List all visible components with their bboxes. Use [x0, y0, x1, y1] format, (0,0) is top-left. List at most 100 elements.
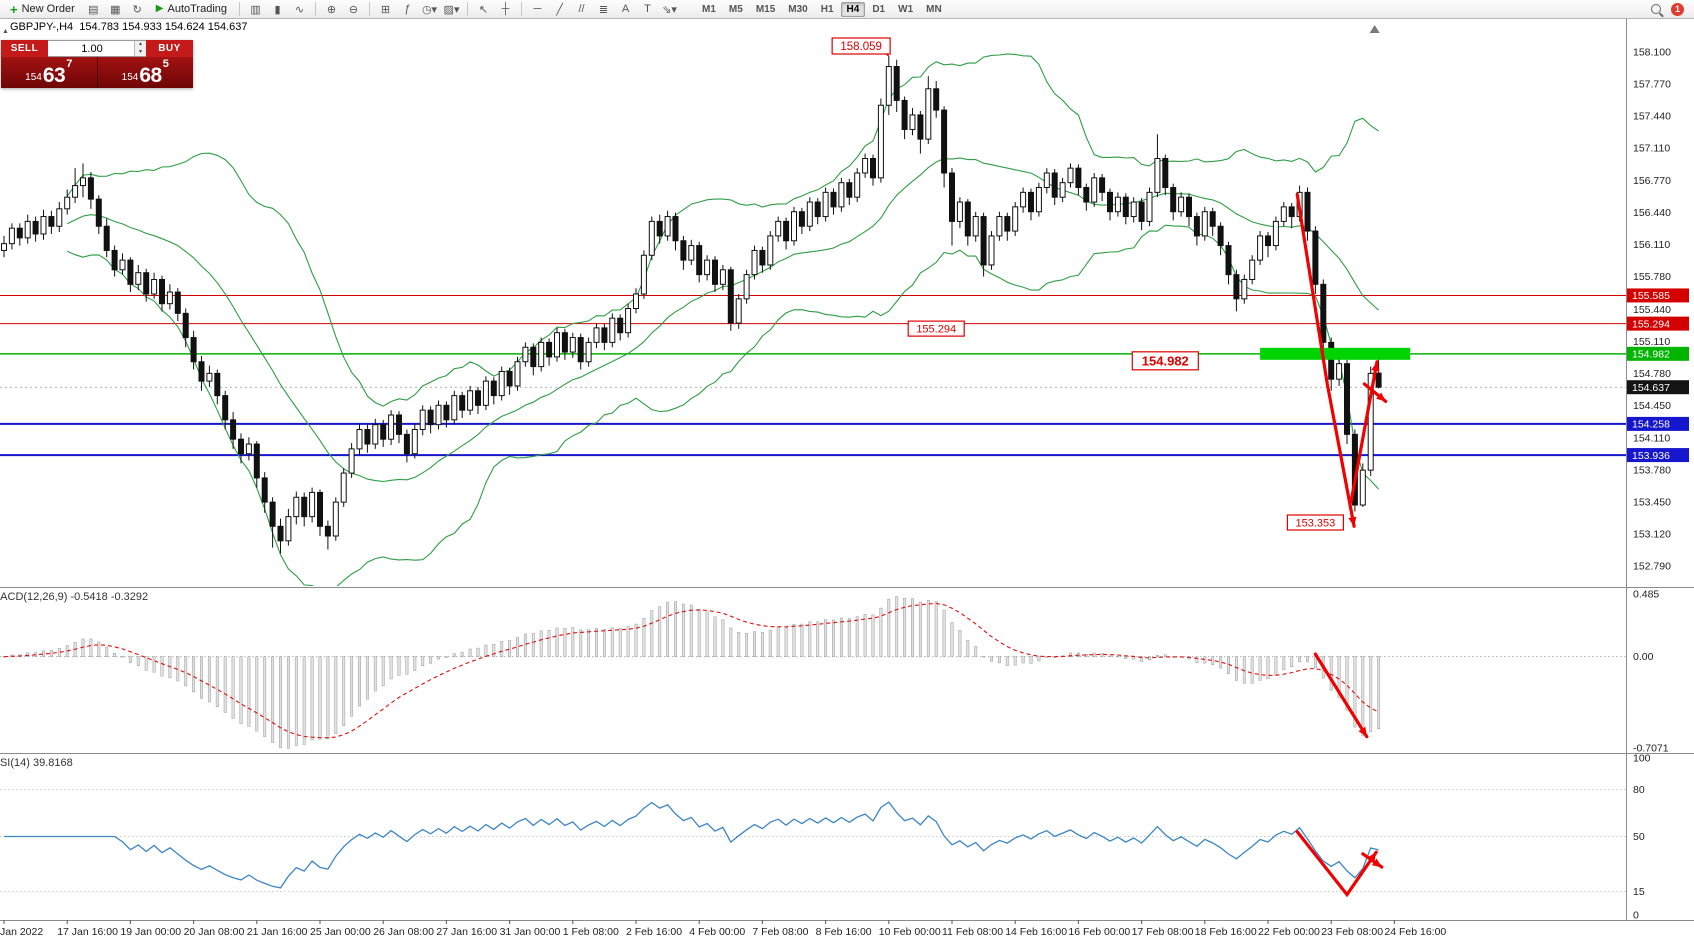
crosshair-icon[interactable]: ┼ — [501, 3, 510, 15]
trend-arrow[interactable] — [1313, 652, 1369, 739]
timeframe-w1[interactable]: W1 — [898, 3, 914, 15]
peak-leader-line — [885, 53, 890, 57]
macd-pane[interactable] — [0, 596, 1626, 749]
time-axis-label: 26 Jan 08:00 — [373, 926, 434, 938]
trend-arrow[interactable] — [1349, 360, 1379, 504]
one-click-collapse-icon[interactable]: ▲ — [2, 28, 9, 35]
new-order-button[interactable]: + New Order — [4, 1, 81, 18]
refresh-icon[interactable]: ↻ — [132, 3, 142, 16]
timeframe-h4[interactable]: H4 — [840, 1, 866, 17]
chart-shift-marker[interactable] — [1369, 25, 1380, 33]
annotation-label-text: 153.353 — [1296, 517, 1336, 529]
buy-price-sup: 5 — [162, 58, 169, 70]
price-scale-marker-text: 153.936 — [1632, 450, 1670, 462]
buy-button[interactable]: BUY — [146, 40, 193, 57]
time-scale[interactable]: Jan 2022 17 Jan 16:00 19 Jan 00:00 20 Jan 0… — [0, 920, 1446, 938]
trend-arrow[interactable] — [1295, 830, 1378, 898]
annotation-label-box[interactable] — [1286, 514, 1345, 531]
periods-icon[interactable]: ◷▾ — [421, 3, 438, 16]
macd-axis-label: -0.7071 — [1633, 743, 1669, 755]
time-axis-label: 22 Feb 00:00 — [1258, 926, 1320, 938]
time-axis-label: 10 Feb 00:00 — [879, 926, 941, 938]
sell-price[interactable]: 154 63 7 — [1, 57, 98, 88]
bar-chart-icon[interactable]: ▥ — [250, 3, 261, 16]
autotrading-label: AutoTrading — [167, 3, 228, 15]
line-chart-icon[interactable]: ∿ — [294, 3, 305, 16]
annotation-label-text: 154.982 — [1142, 353, 1189, 368]
buy-price[interactable]: 154 68 5 — [97, 57, 193, 88]
label-icon[interactable]: T — [644, 3, 651, 15]
volume-down-icon[interactable]: ▼ — [135, 48, 146, 56]
fibonacci-icon[interactable]: ≣ — [598, 3, 609, 16]
timeframe-m15[interactable]: M15 — [755, 3, 776, 15]
buy-price-main: 154 — [121, 72, 139, 83]
indicators-icon[interactable]: ƒ — [404, 3, 411, 15]
macd-axis-label: 0.00 — [1633, 651, 1654, 663]
annotation-label-text: 155.294 — [916, 324, 956, 336]
templates-icon[interactable]: ▨▾ — [443, 3, 460, 16]
rsi-axis-label: 80 — [1633, 784, 1645, 796]
trend-arrow-head — [1371, 361, 1380, 372]
price-axis-label: 155.780 — [1633, 271, 1671, 283]
annotation-label-box[interactable] — [831, 37, 891, 55]
channel-icon[interactable]: // — [578, 3, 585, 15]
time-axis-label: 19 Jan 00:00 — [120, 926, 181, 938]
price-scale-marker — [1627, 316, 1689, 331]
time-axis-label: 18 Feb 16:00 — [1195, 926, 1257, 938]
price-scale-marker — [1627, 448, 1689, 463]
search-icon[interactable] — [1651, 4, 1661, 14]
rsi-pane[interactable] — [0, 788, 1626, 898]
candlesticks[interactable] — [1, 55, 1382, 554]
zoom-out-icon[interactable]: ⊖ — [348, 3, 359, 16]
time-axis-label: 17 Feb 08:00 — [1132, 926, 1194, 938]
toolbar-separator — [369, 2, 371, 16]
main-price-pane[interactable]: 158.059 155.294 154.982 153.353 — [0, 37, 1626, 592]
autotrading-play-icon: ▶ — [155, 3, 164, 14]
charts-icon[interactable]: ▤ — [88, 3, 99, 16]
trendline-icon[interactable]: ╱ — [556, 3, 563, 16]
price-axis-label: 154.110 — [1633, 433, 1670, 445]
shapes-icon[interactable]: ⇘▾ — [662, 3, 677, 16]
time-axis-label: 2 Feb 16:00 — [626, 926, 682, 938]
bollinger-lower-band[interactable] — [66, 224, 1380, 592]
price-axis-label: 155.110 — [1633, 336, 1670, 348]
time-axis-label: 11 Feb 08:00 — [942, 926, 1003, 938]
annotation-label-box[interactable] — [907, 320, 965, 337]
toolbar-separator — [315, 2, 317, 16]
trend-arrow-head — [1371, 858, 1382, 868]
timeframe-m30[interactable]: M30 — [788, 3, 808, 15]
green-zone-rectangle[interactable] — [1260, 347, 1411, 360]
timeframe-m5[interactable]: M5 — [728, 3, 743, 15]
volume-input[interactable] — [48, 41, 146, 56]
timeframe-d1[interactable]: D1 — [872, 3, 886, 15]
price-scale-marker-text: 154.258 — [1632, 419, 1670, 431]
trend-arrow-head — [1348, 516, 1357, 527]
trend-arrow[interactable] — [1295, 192, 1356, 528]
timeframe-h1[interactable]: H1 — [820, 3, 834, 15]
cursor-icon[interactable]: ↖ — [478, 3, 489, 16]
toolbar: + New Order ▤ ▦ ↻ ▶ AutoTrading ▥ ▮ ∿ ⊕ ⊖ ⊞ ƒ ◷▾ ▨… — [0, 0, 1694, 19]
time-axis-label: 14 Feb 16:00 — [1005, 926, 1067, 938]
volume-up-icon[interactable]: ▲ — [135, 41, 146, 49]
price-axis-label: 154.780 — [1633, 368, 1671, 380]
notification-badge[interactable]: 1 — [1671, 2, 1684, 16]
new-order-icon: + — [10, 1, 18, 17]
autotrading-button[interactable]: ▶ AutoTrading — [150, 1, 233, 18]
price-scale[interactable]: 158.100 157.770 157.440 157.110 156.770 156.4… — [1627, 47, 1689, 573]
text-icon[interactable]: A — [621, 3, 630, 15]
zoom-in-icon[interactable]: ⊕ — [326, 3, 337, 16]
candlestick-icon[interactable]: ▮ — [274, 3, 281, 16]
timeframe-mn[interactable]: MN — [926, 3, 942, 15]
toolbar-standard-icons: ▤ ▦ ↻ — [83, 1, 148, 18]
volume-spinner: ▲ ▼ — [134, 41, 146, 56]
hline-icon[interactable]: ─ — [533, 3, 542, 15]
time-axis-label: 31 Jan 00:00 — [500, 926, 561, 938]
profiles-icon[interactable]: ▦ — [110, 3, 121, 16]
tile-windows-icon[interactable]: ⊞ — [380, 3, 391, 16]
sell-price-sup: 7 — [66, 58, 73, 70]
price-axis-label: 156.110 — [1633, 239, 1670, 251]
timeframe-m1[interactable]: M1 — [702, 3, 716, 15]
annotation-label-box[interactable] — [1131, 351, 1199, 371]
sell-button[interactable]: SELL — [1, 40, 48, 57]
